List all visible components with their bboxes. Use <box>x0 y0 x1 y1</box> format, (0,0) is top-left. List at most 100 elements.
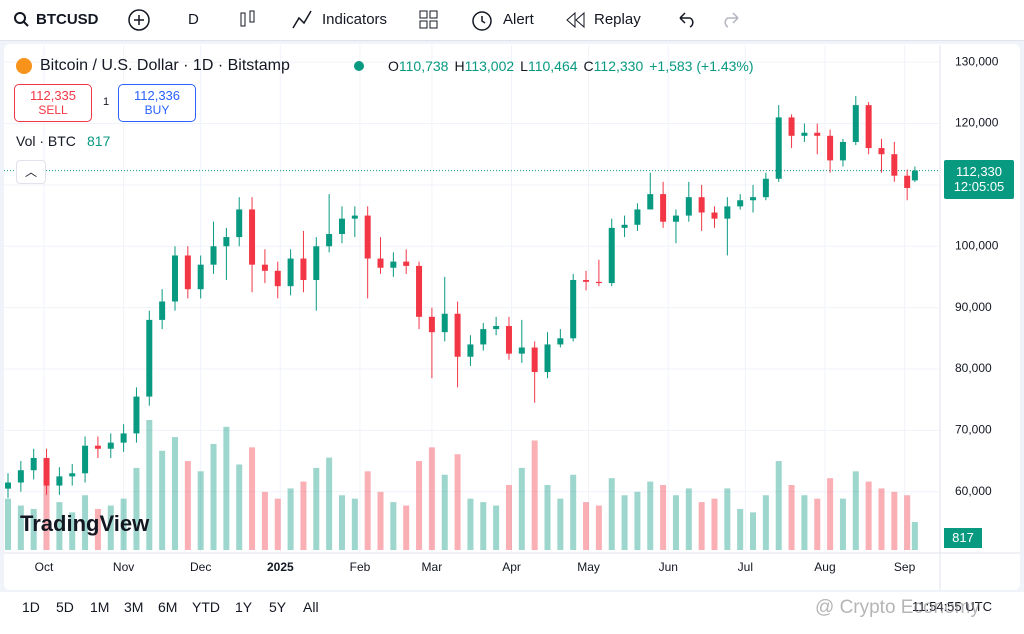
candle-body <box>5 482 11 489</box>
x-tick-label: Sep <box>894 560 916 574</box>
volume-bar <box>911 522 918 550</box>
sell-button[interactable]: 112,335 SELL <box>14 84 92 122</box>
candle-body <box>634 209 641 225</box>
volume-bar <box>518 467 525 550</box>
x-tick-label: 2025 <box>267 560 294 574</box>
volume-bar <box>788 485 795 550</box>
y-tick-label: 80,000 <box>955 361 992 375</box>
candle-body <box>197 264 204 290</box>
volume-bar <box>338 495 345 550</box>
y-tick-label: 130,000 <box>955 54 999 68</box>
candle-body <box>660 194 667 222</box>
candle-body <box>441 313 448 333</box>
candle-body <box>56 476 63 486</box>
bottom-bar: 1D 5D 1M 3M 6M YTD 1Y 5Y All 11:54:55 UTC <box>0 592 1024 634</box>
countdown: 12:05:05 <box>953 179 1005 194</box>
collapse-button[interactable]: ︿ <box>16 160 46 184</box>
y-tick-label: 70,000 <box>955 423 992 437</box>
volume-bar <box>467 498 474 550</box>
alert-icon[interactable] <box>470 0 496 40</box>
symbol[interactable]: BTCUSD <box>36 11 99 28</box>
alert[interactable]: Alert <box>503 11 534 28</box>
ohlc-key: L <box>520 58 528 74</box>
y-tick-label: 120,000 <box>955 116 999 130</box>
candle-body <box>737 200 744 207</box>
x-tick-label: Feb <box>350 560 371 574</box>
y-tick-label: 100,000 <box>955 238 999 252</box>
volume-bar <box>364 471 371 550</box>
candle-body <box>146 319 153 397</box>
interval[interactable]: D <box>188 11 199 28</box>
range-button[interactable]: 1M <box>90 599 110 615</box>
volume-bar <box>249 447 256 550</box>
volume-bar <box>236 464 243 550</box>
change: +1,583 (+1.43%) <box>649 58 754 74</box>
candle-body <box>287 258 294 287</box>
volume-bar <box>621 495 628 550</box>
volume-bar <box>852 471 859 550</box>
candle-body <box>184 255 191 290</box>
candle-body <box>326 233 333 247</box>
time-display: 11:54:55 UTC <box>912 599 992 614</box>
volume-bar <box>454 454 461 550</box>
candle-body <box>544 344 551 373</box>
candle-body <box>30 457 37 471</box>
watermark-logo: TradingView <box>20 511 150 536</box>
candle-body <box>505 326 512 354</box>
candle-body <box>300 258 307 281</box>
range-button[interactable]: YTD <box>192 599 220 615</box>
candle-body <box>685 197 692 216</box>
candle-body <box>480 329 487 345</box>
volume-bar <box>133 467 140 550</box>
candle-body <box>518 347 525 354</box>
volume-bar <box>724 488 731 550</box>
x-tick-label: Jun <box>659 560 678 574</box>
candle-body <box>351 215 358 219</box>
volume-bar <box>377 491 384 550</box>
volume-bar <box>839 498 846 550</box>
volume-bar <box>261 491 268 550</box>
volume-bar <box>171 437 178 550</box>
buy-label: BUY <box>144 103 170 117</box>
range-button[interactable]: 6M <box>158 599 178 615</box>
volume-bar <box>672 495 679 550</box>
candle-body <box>416 265 423 317</box>
chart-type-icon[interactable] <box>236 0 260 40</box>
range-button[interactable]: 1Y <box>235 599 253 615</box>
candle-body <box>390 261 397 268</box>
x-tick-label: Mar <box>422 560 443 574</box>
range-button[interactable]: 3M <box>124 599 144 615</box>
candle-body <box>852 105 859 142</box>
volume-bar <box>5 498 11 550</box>
candle-body <box>82 445 89 474</box>
layouts-icon[interactable] <box>417 0 441 40</box>
candle-body <box>133 396 140 434</box>
volume-bar <box>505 485 512 550</box>
y-tick-label: 60,000 <box>955 484 992 498</box>
candle-body <box>621 224 628 228</box>
ohlc-value: 113,002 <box>464 58 515 74</box>
candle-body <box>801 132 808 136</box>
replay[interactable]: Replay <box>594 11 641 28</box>
volume-bar <box>827 478 834 550</box>
candle-body <box>557 338 564 345</box>
ohlc-legend: O110,738 H113,002 L110,464 C112,330 +1,583 (… <box>388 58 754 74</box>
indicators[interactable]: Indicators <box>322 11 388 28</box>
volume-bar <box>197 471 204 550</box>
candle-body <box>313 246 320 281</box>
replay-icon[interactable] <box>564 0 588 40</box>
range-button[interactable]: All <box>303 599 319 615</box>
candle-body <box>672 215 679 222</box>
candle-body <box>891 154 898 176</box>
add-icon[interactable] <box>126 0 152 40</box>
indicators-icon[interactable] <box>290 0 314 40</box>
volume-bar <box>480 502 487 550</box>
buy-button[interactable]: 112,336 BUY <box>118 84 196 122</box>
redo-icon[interactable] <box>719 0 743 40</box>
range-button[interactable]: 1D <box>22 599 40 615</box>
undo-icon[interactable] <box>675 0 699 40</box>
range-button[interactable]: 5D <box>56 599 74 615</box>
range-button[interactable]: 5Y <box>269 599 287 615</box>
overlay-watermark: @ Crypto Economy <box>815 597 981 618</box>
